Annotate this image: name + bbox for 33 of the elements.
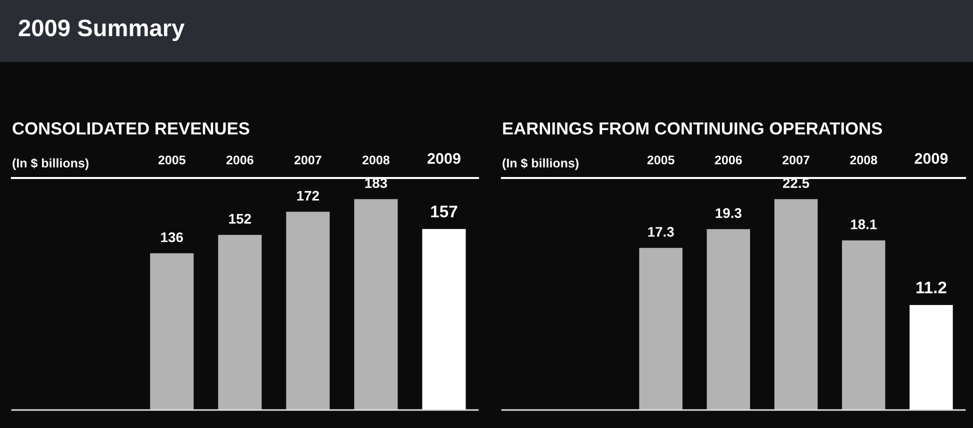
bar (910, 305, 953, 410)
data-label: 17.3 (648, 226, 674, 237)
bar (218, 234, 262, 410)
text: 2009 Summary (18, 20, 185, 42)
x-tick-label: 2005 (158, 156, 186, 164)
x-tick-label: 2008 (362, 156, 390, 164)
x-tick-label: 2009 (914, 153, 948, 164)
data-label: 172 (297, 190, 319, 201)
bar (422, 229, 466, 410)
bar (354, 199, 398, 410)
data-label: 136 (161, 232, 183, 242)
bar (286, 212, 330, 410)
bar (842, 240, 886, 410)
x-tick-label: 2006 (714, 156, 742, 164)
data-label: 157 (431, 206, 458, 218)
data-label: 11.2 (916, 282, 946, 294)
bar (150, 253, 194, 410)
bar (774, 199, 818, 410)
bar (639, 248, 682, 410)
data-label: 18.1 (850, 219, 877, 230)
data-label: 152 (229, 214, 251, 224)
y-axis-title: (In $ billions) (502, 158, 578, 170)
x-tick-label: 2008 (850, 156, 878, 164)
bar (706, 229, 750, 410)
x-tick-label: 2007 (782, 156, 810, 164)
x-tick-label: 2006 (226, 156, 254, 164)
data-label: 19.3 (716, 208, 742, 218)
x-tick-label: 2005 (647, 156, 674, 164)
chart-title: EARNINGS FROM CONTINUING OPERATIONS (503, 122, 882, 135)
chart-title: CONSOLIDATED REVENUES (12, 122, 250, 135)
x-tick-label: 2007 (294, 156, 322, 164)
x-tick-label: 2009 (428, 153, 460, 164)
y-axis-title: (In $ billions) (12, 158, 88, 170)
